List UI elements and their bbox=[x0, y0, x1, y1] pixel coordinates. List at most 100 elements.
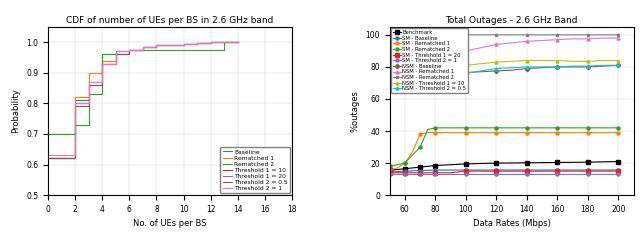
Threshold 2 = 1 bbox=[152, 44, 160, 47]
NSM - Baseline bbox=[554, 65, 561, 68]
Threshold 2 = 1 bbox=[139, 45, 147, 48]
SM - Rematched 1 bbox=[599, 131, 607, 134]
NSM - Baseline bbox=[394, 74, 401, 77]
SM - Baseline bbox=[408, 169, 416, 172]
Threshold 2 = 1 bbox=[180, 42, 188, 45]
NSM - Threshold 2 = 0.5 bbox=[401, 78, 409, 81]
SM - Threshold 2 = 1 bbox=[386, 173, 394, 176]
NSM - Threshold 1 = 10 bbox=[431, 73, 439, 76]
Line: Threshold 1 = 20: Threshold 1 = 20 bbox=[48, 42, 238, 158]
NSM - Rematched 2 bbox=[477, 33, 485, 36]
Threshold 1 = 20 bbox=[139, 45, 147, 48]
NSM - Threshold 1 = 10 bbox=[462, 64, 470, 67]
SM - Baseline bbox=[569, 169, 577, 172]
NSM - Rematched 2 bbox=[569, 33, 577, 36]
SM - Threshold 1 = 20 bbox=[416, 171, 424, 174]
Threshold 2 = 0.5 bbox=[139, 45, 147, 48]
Threshold 1 = 20 bbox=[99, 62, 106, 65]
Threshold 1 = 10 bbox=[220, 41, 228, 44]
NSM - Rematched 2 bbox=[599, 33, 607, 36]
NSM - Baseline bbox=[462, 71, 470, 74]
NSM - Rematched 2 bbox=[386, 57, 394, 60]
Rematched 1 bbox=[152, 44, 160, 47]
Rematched 2 bbox=[166, 48, 174, 51]
NSM - Threshold 1 = 10 bbox=[569, 60, 577, 63]
SM - Baseline bbox=[401, 170, 409, 173]
NSM - Rematched 2 bbox=[447, 35, 454, 38]
SM - Baseline bbox=[462, 169, 470, 172]
SM - Baseline bbox=[508, 169, 515, 172]
Threshold 1 = 20 bbox=[234, 41, 242, 44]
NSM - Threshold 2 = 0.5 bbox=[431, 77, 439, 80]
Threshold 1 = 10 bbox=[180, 42, 188, 45]
Rematched 2 bbox=[99, 53, 106, 56]
NSM - Baseline bbox=[523, 67, 531, 70]
NSM - Baseline bbox=[569, 65, 577, 68]
SM - Threshold 1 = 20 bbox=[386, 171, 394, 174]
Threshold 1 = 10 bbox=[166, 43, 174, 46]
Baseline bbox=[166, 43, 174, 46]
SM - Threshold 1 = 20 bbox=[394, 171, 401, 174]
Threshold 1 = 20 bbox=[125, 48, 133, 51]
NSM - Baseline bbox=[431, 72, 439, 75]
NSM - Rematched 1 bbox=[614, 37, 622, 40]
Threshold 2 = 1 bbox=[85, 81, 93, 83]
NSM - Rematched 1 bbox=[424, 54, 431, 57]
NSM - Rematched 2 bbox=[584, 33, 592, 36]
Line: Threshold 2 = 0.5: Threshold 2 = 0.5 bbox=[48, 42, 238, 158]
Threshold 1 = 10 bbox=[71, 102, 79, 105]
Benchmark bbox=[462, 163, 470, 165]
NSM - Baseline bbox=[614, 64, 622, 67]
SM - Baseline bbox=[431, 169, 439, 172]
NSM - Rematched 2 bbox=[462, 33, 470, 36]
Rematched 1 bbox=[139, 45, 147, 48]
Benchmark bbox=[386, 169, 394, 172]
Rematched 1 bbox=[125, 48, 133, 51]
SM - Threshold 1 = 20 bbox=[424, 171, 431, 174]
Threshold 2 = 1 bbox=[125, 48, 133, 51]
Benchmark bbox=[599, 160, 607, 163]
SM - Rematched 2 bbox=[477, 126, 485, 129]
Threshold 2 = 0.5 bbox=[71, 105, 79, 108]
Threshold 2 = 0.5 bbox=[180, 42, 188, 45]
SM - Rematched 2 bbox=[614, 126, 622, 129]
Baseline bbox=[152, 44, 160, 47]
SM - Baseline bbox=[394, 170, 401, 173]
NSM - Rematched 1 bbox=[538, 39, 546, 42]
SM - Threshold 2 = 1 bbox=[523, 173, 531, 176]
SM - Threshold 2 = 1 bbox=[462, 173, 470, 176]
Line: SM - Baseline: SM - Baseline bbox=[388, 169, 620, 173]
NSM - Rematched 2 bbox=[523, 33, 531, 36]
Benchmark bbox=[523, 161, 531, 164]
Threshold 2 = 1 bbox=[234, 41, 242, 44]
NSM - Threshold 2 = 0.5 bbox=[424, 77, 431, 80]
Benchmark bbox=[554, 161, 561, 164]
Benchmark bbox=[493, 162, 500, 165]
Threshold 1 = 10 bbox=[99, 62, 106, 65]
SM - Rematched 1 bbox=[447, 131, 454, 134]
SM - Rematched 1 bbox=[477, 131, 485, 134]
SM - Baseline bbox=[477, 169, 485, 172]
SM - Rematched 1 bbox=[416, 133, 424, 136]
NSM - Threshold 1 = 10 bbox=[394, 73, 401, 76]
NSM - Rematched 1 bbox=[431, 54, 439, 57]
Baseline bbox=[112, 50, 120, 53]
NSM - Threshold 2 = 0.5 bbox=[386, 78, 394, 81]
SM - Rematched 1 bbox=[614, 131, 622, 134]
SM - Rematched 2 bbox=[394, 163, 401, 166]
SM - Threshold 2 = 1 bbox=[431, 173, 439, 176]
NSM - Rematched 1 bbox=[447, 54, 454, 57]
SM - Threshold 2 = 1 bbox=[477, 173, 485, 176]
Threshold 2 = 0.5 bbox=[166, 43, 174, 46]
Threshold 2 = 1 bbox=[193, 41, 201, 44]
SM - Threshold 2 = 1 bbox=[447, 173, 454, 176]
SM - Rematched 2 bbox=[416, 146, 424, 149]
SM - Threshold 1 = 20 bbox=[599, 170, 607, 173]
SM - Rematched 2 bbox=[584, 126, 592, 129]
Threshold 2 = 0.5 bbox=[99, 62, 106, 65]
NSM - Baseline bbox=[508, 69, 515, 71]
SM - Threshold 2 = 1 bbox=[408, 173, 416, 176]
NSM - Rematched 2 bbox=[508, 33, 515, 36]
NSM - Baseline bbox=[416, 73, 424, 76]
Line: NSM - Rematched 1: NSM - Rematched 1 bbox=[388, 37, 620, 61]
